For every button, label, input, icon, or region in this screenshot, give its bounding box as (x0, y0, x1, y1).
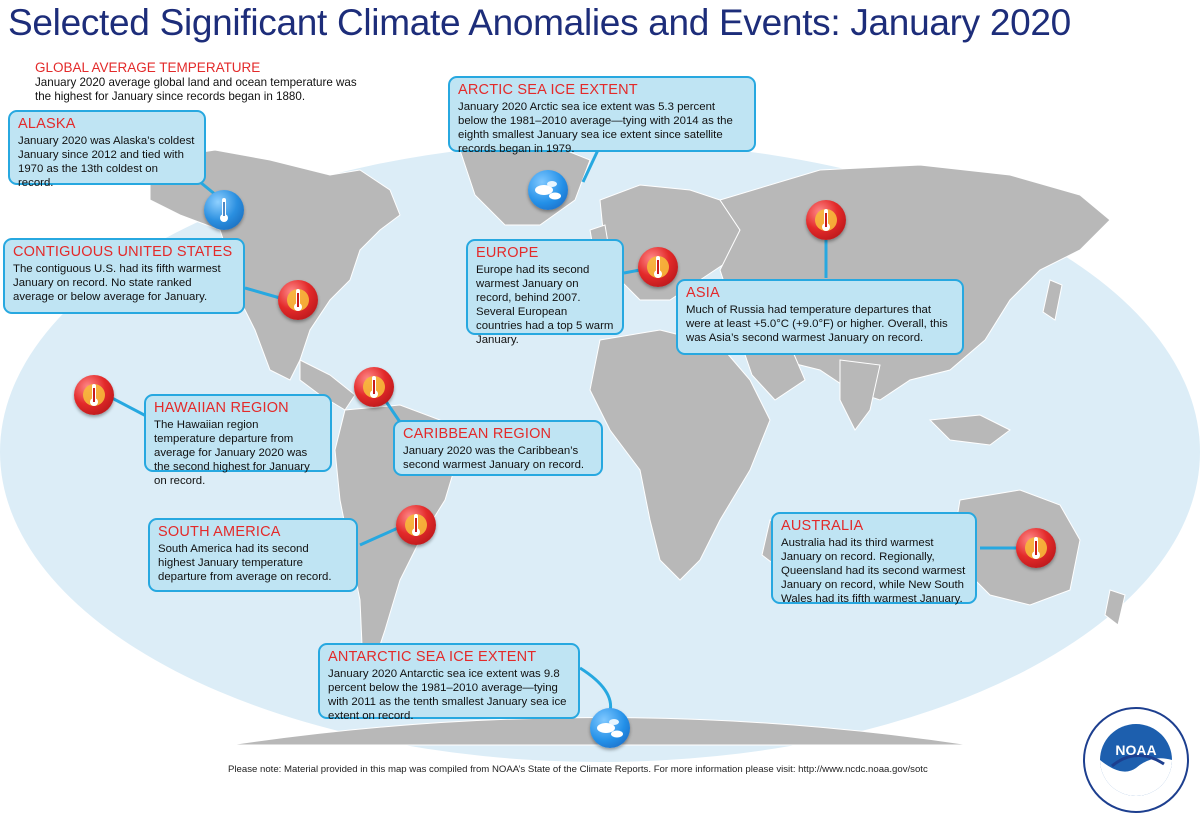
south-america-heading: SOUTH AMERICA (158, 524, 281, 540)
callout-australia: AUSTRALIA Australia had its third warmes… (771, 512, 977, 605)
asia-heading: ASIA (686, 285, 720, 301)
page-title: Selected Significant Climate Anomalies a… (8, 2, 1071, 43)
south-america-hot-thermometer-icon (396, 505, 436, 545)
arctic-text: January 2020 Arctic sea ice extent was 5… (458, 101, 733, 155)
callout-caribbean-region: CARIBBEAN REGION January 2020 was the Ca… (393, 420, 603, 476)
europe-text: Europe had its second warmest January on… (476, 264, 614, 346)
hawaii-heading: HAWAIIAN REGION (154, 400, 289, 416)
new-zealand (1104, 589, 1126, 626)
australia-heading: AUSTRALIA (781, 518, 864, 534)
callout-alaska: ALASKA January 2020 was Alaska’s coldest… (8, 110, 206, 189)
callout-contiguous-us: CONTIGUOUS UNITED STATES The contiguous … (3, 238, 245, 314)
caribbean-text: January 2020 was the Caribbean’s second … (403, 445, 585, 471)
callout-arctic-sea-ice: ARCTIC SEA ICE EXTENT January 2020 Arcti… (448, 76, 756, 155)
hawaii-hot-thermometer-icon (74, 375, 114, 415)
india (839, 359, 881, 431)
antarctic-text: January 2020 Antarctic sea ice extent wa… (328, 668, 567, 722)
caribbean-heading: CARIBBEAN REGION (403, 426, 552, 442)
callout-asia: ASIA Much of Russia had temperature depa… (676, 279, 964, 355)
callout-hawaiian-region: HAWAIIAN REGION The Hawaiian region temp… (144, 394, 332, 487)
contiguous-us-heading: CONTIGUOUS UNITED STATES (13, 244, 233, 260)
arctic-sea-ice-icon (528, 170, 568, 210)
global-text: January 2020 average global land and oce… (35, 76, 357, 103)
alaska-cold-thermometer-icon (204, 190, 244, 230)
asia-text: Much of Russia had temperature departure… (686, 304, 948, 344)
africa (589, 329, 771, 581)
europe-heading: EUROPE (476, 245, 539, 261)
contiguous-us-hot-thermometer-icon (278, 280, 318, 320)
callout-south-america: SOUTH AMERICA South America had its seco… (148, 518, 358, 592)
callout-antarctic-sea-ice: ANTARCTIC SEA ICE EXTENT January 2020 An… (318, 643, 580, 722)
hawaii-text: The Hawaiian region temperature departur… (154, 419, 310, 487)
arctic-heading: ARCTIC SEA ICE EXTENT (458, 82, 638, 98)
contiguous-us-text: The contiguous U.S. had its fifth warmes… (13, 263, 221, 303)
alaska-heading: ALASKA (18, 116, 76, 132)
caribbean-hot-thermometer-icon (354, 367, 394, 407)
global-temperature-note: GLOBAL AVERAGE TEMPERATURE January 2020 … (35, 60, 375, 104)
australia-hot-thermometer-icon (1016, 528, 1056, 568)
antarctic-sea-ice-icon (590, 708, 630, 748)
global-heading: GLOBAL AVERAGE TEMPERATURE (35, 60, 261, 75)
southeast-asia (928, 414, 1011, 446)
alaska-text: January 2020 was Alaska’s coldest Januar… (18, 135, 195, 189)
south-america-text: South America had its second highest Jan… (158, 543, 332, 583)
europe-hot-thermometer-icon (638, 247, 678, 287)
asia-hot-thermometer-icon (806, 200, 846, 240)
noaa-wordmark: NOAA (1115, 742, 1156, 758)
source-note: Please note: Material provided in this m… (228, 764, 928, 775)
callout-europe: EUROPE Europe had its second warmest Jan… (466, 239, 624, 346)
australia-text: Australia had its third warmest January … (781, 537, 966, 605)
antarctic-heading: ANTARCTIC SEA ICE EXTENT (328, 649, 537, 665)
japan (1042, 279, 1063, 321)
noaa-logo: NOAA (1083, 707, 1189, 813)
